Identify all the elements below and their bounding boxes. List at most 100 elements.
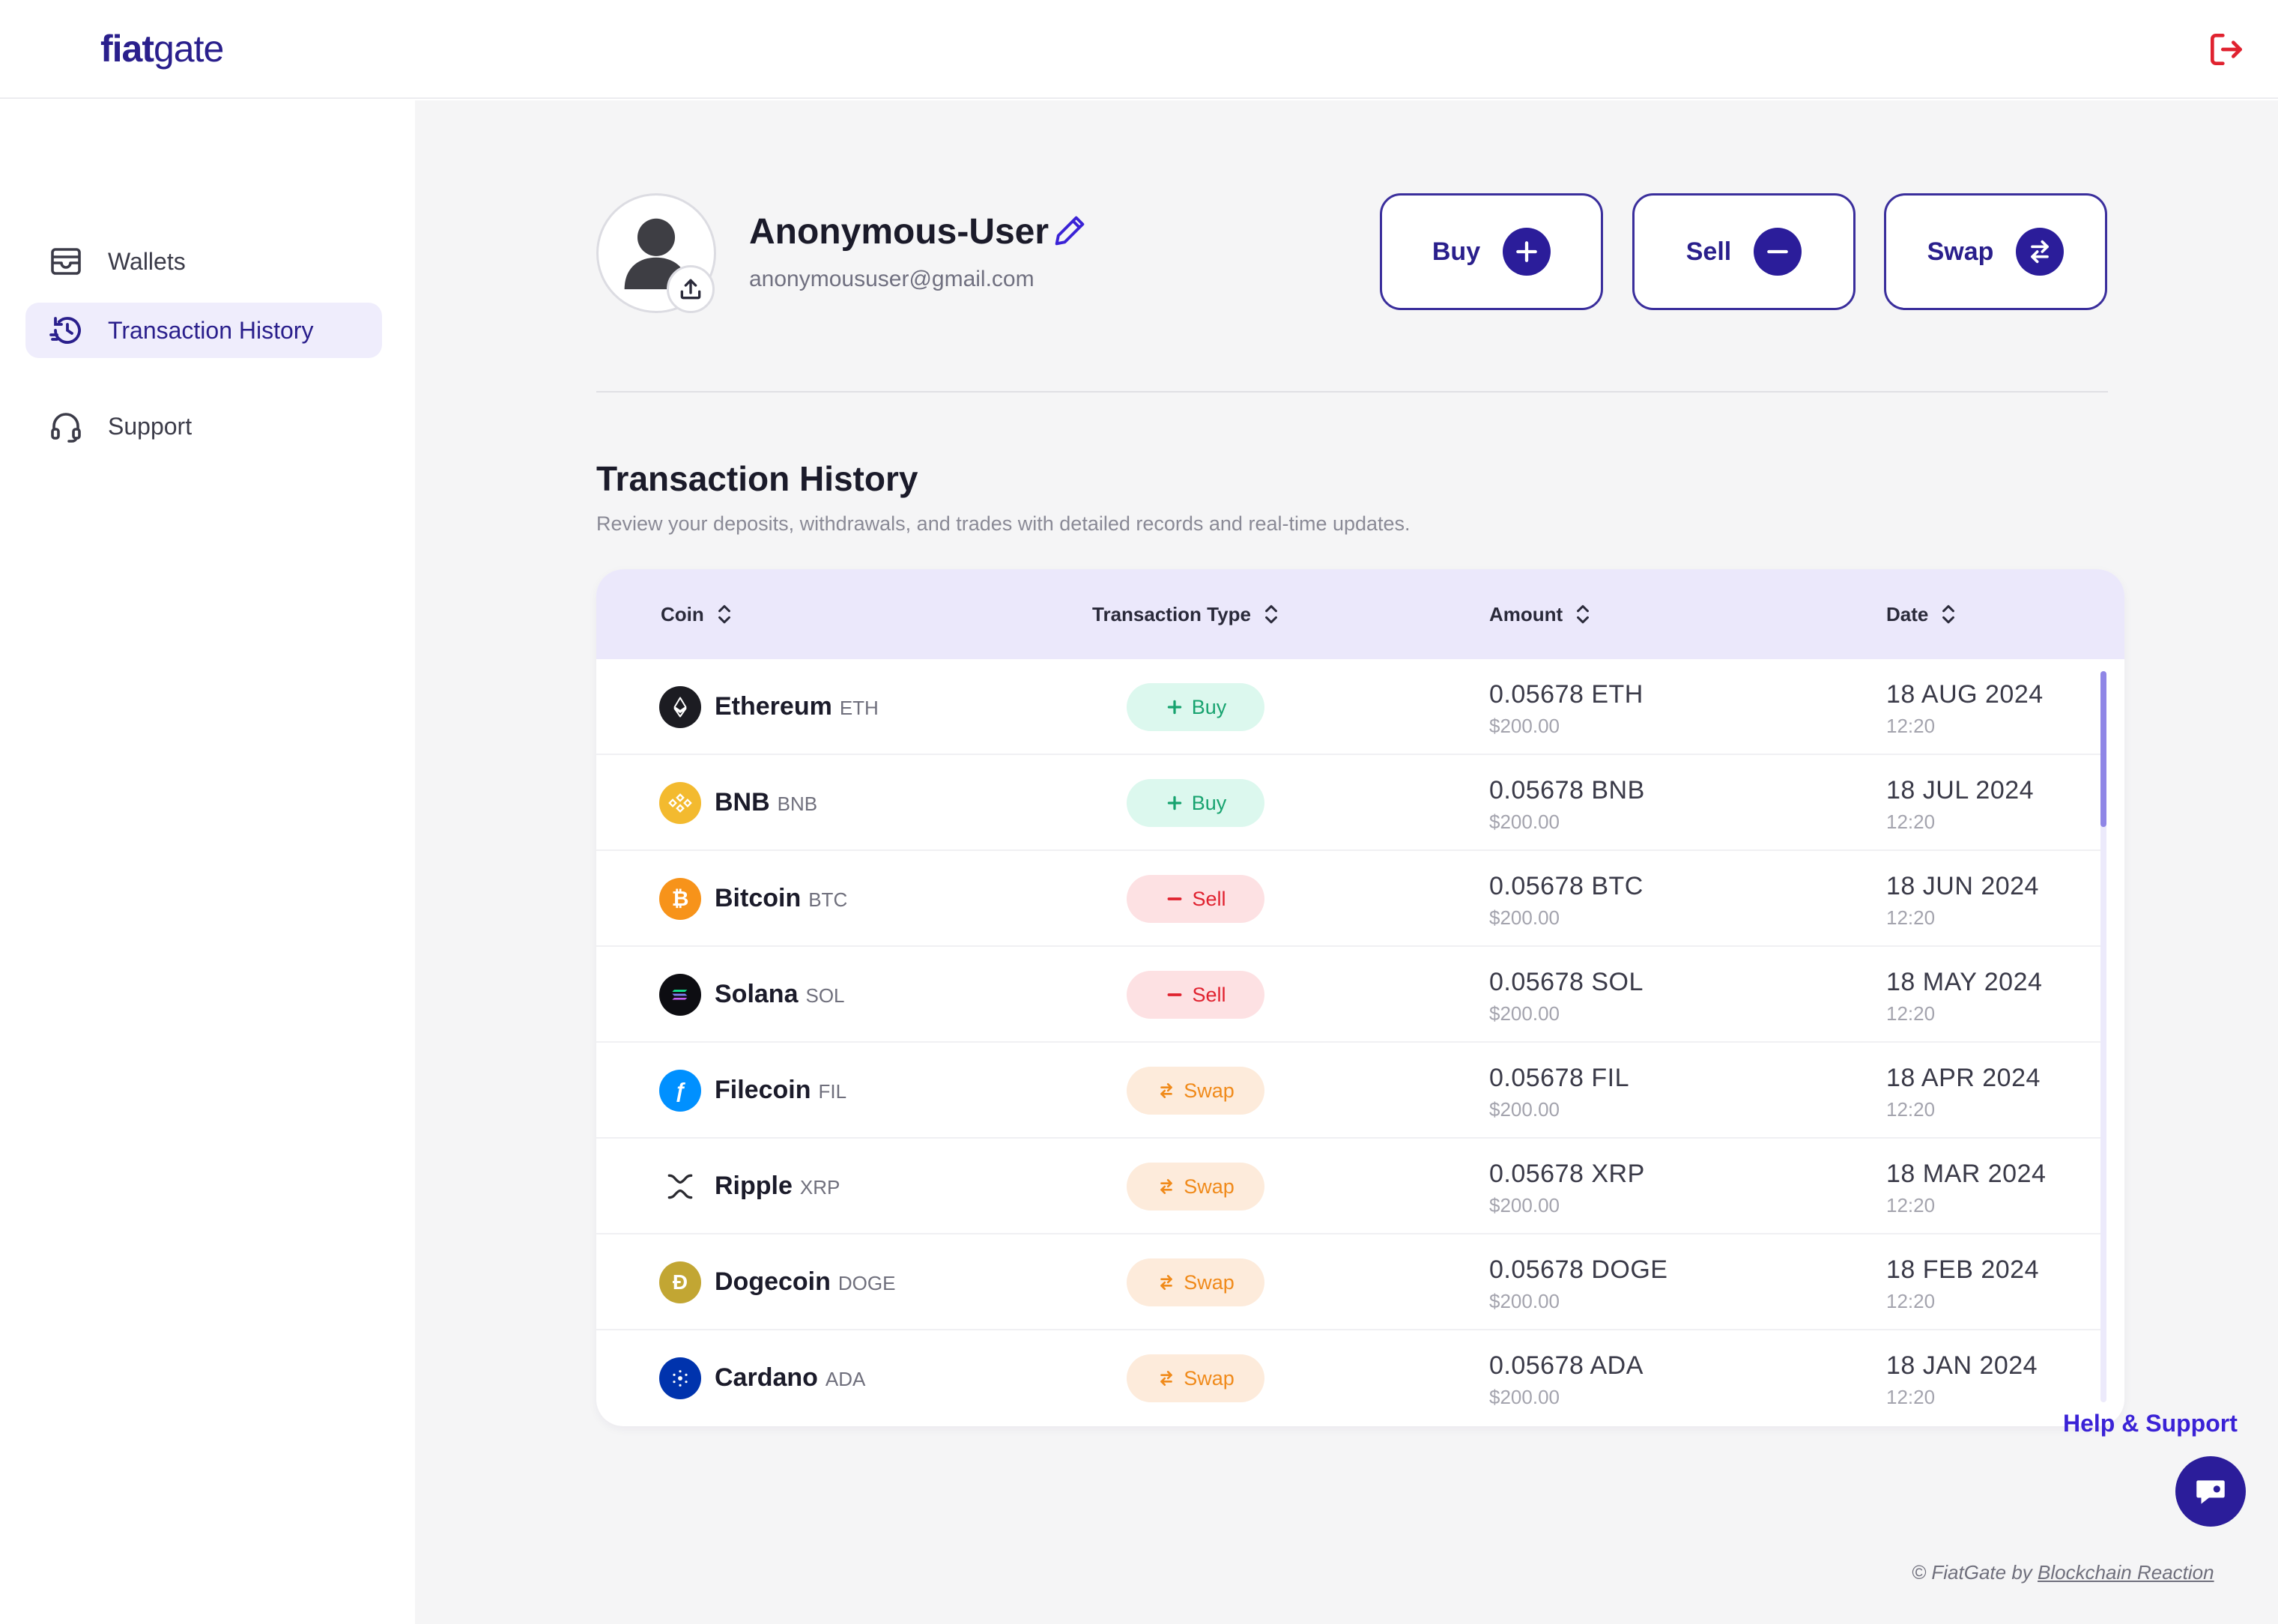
type-badge-swap: Swap <box>1127 1067 1264 1115</box>
time: 12:20 <box>1886 906 1936 929</box>
table-row[interactable]: Cardano ADA Swap 0.05678 ADA $200.00 18 J… <box>596 1330 2106 1426</box>
coin-name: BNB BNB <box>715 788 818 816</box>
coin-symbol: ETH <box>839 697 879 719</box>
date: 18 MAY 2024 <box>1886 968 2043 996</box>
date: 18 JUL 2024 <box>1886 776 2035 805</box>
upload-avatar-icon[interactable] <box>667 265 715 313</box>
table-row[interactable]: ƒ Filecoin FIL Swap 0.05678 FIL $200.00 1… <box>596 1043 2106 1139</box>
wallet-icon <box>45 240 87 282</box>
sidebar-item-transaction-history[interactable]: Transaction History <box>25 303 382 358</box>
logo[interactable]: fiatgate <box>100 28 224 70</box>
time: 12:20 <box>1886 811 1936 833</box>
time: 12:20 <box>1886 715 1936 737</box>
sidebar-item-support[interactable]: Support <box>25 399 382 454</box>
minus-icon <box>1168 897 1182 900</box>
amount-usd: $200.00 <box>1489 1002 1560 1025</box>
plus-icon <box>1167 700 1181 715</box>
amount: 0.05678 ADA <box>1489 1351 1644 1380</box>
amount-usd: $200.00 <box>1489 811 1560 833</box>
footer: © FiatGate by Blockchain Reaction <box>1912 1561 2214 1584</box>
footer-link[interactable]: Blockchain Reaction <box>2038 1561 2214 1584</box>
history-icon <box>45 309 87 351</box>
username: Anonymous-User <box>749 212 1049 252</box>
logout-icon[interactable] <box>2205 28 2247 70</box>
amount: 0.05678 XRP <box>1489 1160 1645 1188</box>
amount: 0.05678 SOL <box>1489 968 1644 996</box>
coin-symbol: ADA <box>825 1368 866 1390</box>
swap-arrows-icon <box>1160 1275 1173 1290</box>
buy-button-label: Buy <box>1432 237 1481 266</box>
section-title: Transaction History <box>596 459 918 498</box>
sort-icon <box>1577 605 1590 624</box>
coin-name: Filecoin FIL <box>715 1076 847 1104</box>
chat-support-button[interactable] <box>2175 1456 2246 1527</box>
ethereum-icon <box>659 686 701 728</box>
coin-symbol: BNB <box>777 793 818 815</box>
headset-icon <box>45 405 87 447</box>
date: 18 JAN 2024 <box>1886 1351 2038 1380</box>
sidebar-item-label: Transaction History <box>108 316 314 344</box>
coin-symbol: SOL <box>805 984 845 1007</box>
sell-button[interactable]: Sell <box>1632 193 1856 310</box>
scrollbar-thumb[interactable] <box>2100 671 2106 827</box>
table-row[interactable]: ₿ Bitcoin BTC Sell 0.05678 BTC $200.00 18… <box>596 851 2106 947</box>
edit-pencil-icon[interactable] <box>1050 211 1089 250</box>
minus-icon <box>1168 993 1182 996</box>
column-header-date[interactable]: Date <box>1886 569 1957 659</box>
type-badge-swap: Swap <box>1127 1163 1264 1211</box>
sort-icon <box>1942 605 1955 624</box>
type-badge-swap: Swap <box>1127 1354 1264 1402</box>
amount-usd: $200.00 <box>1489 1098 1560 1121</box>
help-support-link[interactable]: Help & Support <box>2063 1410 2238 1437</box>
table-row[interactable]: Ð Dogecoin DOGE Swap 0.05678 DOGE $200.00… <box>596 1234 2106 1330</box>
column-header-amount[interactable]: Amount <box>1489 569 1591 659</box>
amount-usd: $200.00 <box>1489 715 1560 737</box>
transactions-table: Coin Transaction Type Amount Date Ethere… <box>596 569 2124 1426</box>
buy-button[interactable]: Buy <box>1380 193 1603 310</box>
column-header-transaction-type[interactable]: Transaction Type <box>1092 569 1279 659</box>
swap-arrows-icon <box>1160 1179 1173 1194</box>
table-row[interactable]: Ethereum ETH Buy 0.05678 ETH $200.00 18 A… <box>596 659 2106 755</box>
swap-arrows-icon <box>2016 228 2065 276</box>
plus-icon <box>1167 796 1181 811</box>
table-row[interactable]: Ripple XRP Swap 0.05678 XRP $200.00 18 MA… <box>596 1139 2106 1234</box>
time: 12:20 <box>1886 1290 1936 1312</box>
coin-symbol: BTC <box>808 888 848 911</box>
column-header-coin[interactable]: Coin <box>661 569 733 659</box>
table-row[interactable]: Solana SOL Sell 0.05678 SOL $200.00 18 MA… <box>596 947 2106 1043</box>
ripple-icon <box>659 1166 701 1208</box>
amount-usd: $200.00 <box>1489 1194 1560 1217</box>
coin-symbol: XRP <box>799 1176 840 1199</box>
time: 12:20 <box>1886 1386 1936 1408</box>
date: 18 MAR 2024 <box>1886 1160 2047 1188</box>
bitcoin-icon: ₿ <box>659 878 701 920</box>
date: 18 APR 2024 <box>1886 1064 2041 1092</box>
coin-name: Solana SOL <box>715 980 845 1008</box>
amount-usd: $200.00 <box>1489 906 1560 929</box>
type-badge-sell: Sell <box>1127 875 1264 923</box>
time: 12:20 <box>1886 1098 1936 1121</box>
type-badge-swap: Swap <box>1127 1258 1264 1306</box>
coin-symbol: FIL <box>818 1080 847 1103</box>
table-header: Coin Transaction Type Amount Date <box>596 569 2124 659</box>
amount: 0.05678 BTC <box>1489 872 1644 900</box>
type-badge-sell: Sell <box>1127 971 1264 1019</box>
cardano-icon <box>659 1357 701 1399</box>
swap-button-label: Swap <box>1927 237 1994 266</box>
table-row[interactable]: BNB BNB Buy 0.05678 BNB $200.00 18 JUL 20… <box>596 755 2106 851</box>
sidebar-item-wallets[interactable]: Wallets <box>25 234 382 289</box>
plus-icon <box>1503 228 1551 276</box>
dogecoin-icon: Ð <box>659 1261 701 1303</box>
date: 18 FEB 2024 <box>1886 1255 2039 1284</box>
swap-button[interactable]: Swap <box>1884 193 2107 310</box>
sort-icon <box>718 605 730 624</box>
amount-usd: $200.00 <box>1489 1386 1560 1408</box>
sidebar-item-label: Wallets <box>108 247 186 275</box>
scrollbar-track[interactable] <box>2100 671 2106 1402</box>
amount: 0.05678 BNB <box>1489 776 1645 805</box>
coin-symbol: DOGE <box>837 1272 896 1294</box>
amount-usd: $200.00 <box>1489 1290 1560 1312</box>
avatar[interactable] <box>596 193 716 313</box>
filecoin-icon: ƒ <box>659 1070 701 1112</box>
coin-name: Cardano ADA <box>715 1363 866 1392</box>
